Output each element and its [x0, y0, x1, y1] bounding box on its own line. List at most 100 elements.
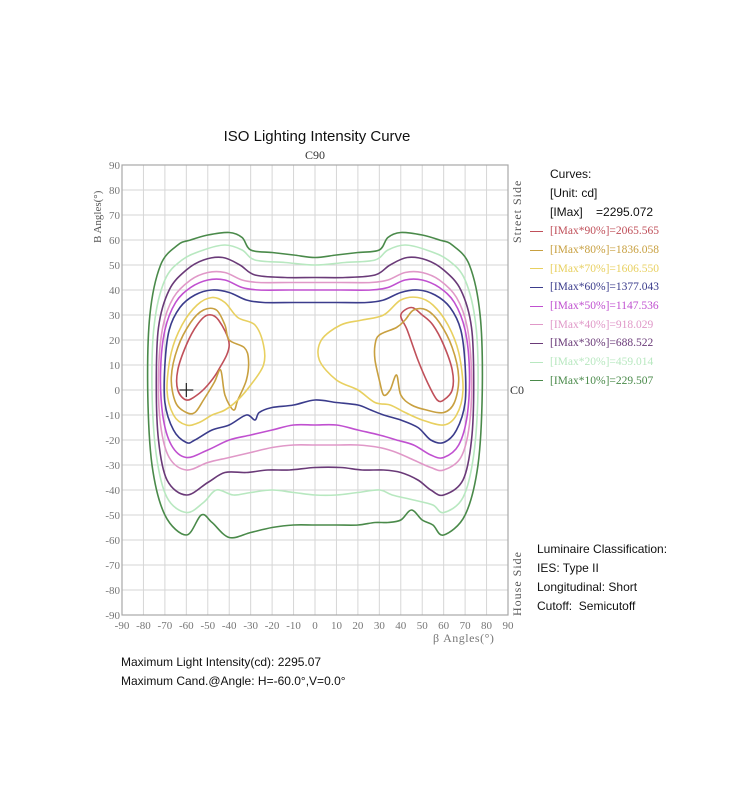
- legend-line-icon: [530, 286, 543, 288]
- contour-70-percent: [166, 296, 266, 427]
- legend-unit: [Unit: cd]: [550, 186, 598, 200]
- legend-item-label: [IMax*40%]=918.029: [550, 318, 654, 331]
- legend-item: [IMax*80%]=1836.058: [530, 241, 659, 260]
- x-tick-label: -30: [243, 620, 258, 632]
- max-angle: Maximum Cand.@Angle: H=-60.0°,V=0.0°: [121, 674, 346, 688]
- y-tick-label: 0: [115, 385, 121, 397]
- y-tick-label: 90: [109, 160, 121, 172]
- contour-10-percent: [146, 231, 484, 539]
- y-tick-label: 50: [109, 260, 121, 272]
- x-tick-label: 60: [438, 620, 450, 632]
- street-side-label: Street Side: [510, 179, 524, 243]
- x-tick-label: -50: [200, 620, 215, 632]
- legend-item: [IMax*10%]=229.507: [530, 372, 659, 391]
- max-info: Maximum Light Intensity(cd): 2295.07 Max…: [121, 653, 346, 691]
- contour-60-percent: [163, 289, 467, 444]
- legend-title: Curves:: [550, 167, 592, 181]
- chart-title: ISO Lighting Intensity Curve: [223, 128, 411, 145]
- legend-item: [IMax*70%]=1606.550: [530, 259, 659, 278]
- x-tick-label: -70: [158, 620, 173, 632]
- y-tick-label: -20: [105, 435, 120, 447]
- y-tick-label: -70: [105, 560, 120, 572]
- y-axis-label: B Angles(°): [92, 190, 104, 243]
- legend-items: [IMax*90%]=2065.565 [IMax*80%]=1836.058 [I…: [530, 222, 659, 390]
- x-tick-label: -90: [115, 620, 130, 632]
- legend-item-label: [IMax*60%]=1377.043: [550, 281, 660, 294]
- iso-contours: [146, 231, 484, 539]
- contour-70-percent: [317, 296, 464, 426]
- x-tick-label: 50: [417, 620, 429, 632]
- legend-line-icon: [530, 268, 543, 270]
- contour-50-percent: [159, 278, 471, 459]
- y-tick-label: 20: [109, 335, 121, 347]
- x-tick-label: 10: [331, 620, 343, 632]
- legend-line-icon: [530, 230, 543, 232]
- legend-imax: [IMax] =2295.072: [550, 205, 654, 219]
- max-intensity: Maximum Light Intensity(cd): 2295.07: [121, 655, 322, 669]
- contour-40-percent: [157, 270, 473, 472]
- x-tick-label: 90: [503, 620, 515, 632]
- axis-ticks: 90 80 70 60 50 40 30 20 10 0 -10 -20 -30 -40 -50 -60 -70…: [105, 160, 514, 632]
- contour-90-percent: [399, 306, 455, 403]
- x-tick-label: -80: [136, 620, 151, 632]
- y-tick-label: 40: [109, 285, 121, 297]
- classification-longitudinal: Longitudinal: Short: [537, 580, 638, 594]
- y-tick-label: -90: [105, 610, 120, 622]
- y-tick-label: 30: [109, 310, 121, 322]
- y-tick-label: -40: [105, 485, 120, 497]
- legend: Curves: [Unit: cd] [IMax] =2295.072 [IMa…: [530, 165, 659, 390]
- legend-item: [IMax*30%]=688.522: [530, 334, 659, 353]
- y-tick-label: -50: [105, 510, 120, 522]
- legend-line-icon: [530, 342, 543, 344]
- x-tick-label: 70: [460, 620, 472, 632]
- legend-item-label: [IMax*50%]=1147.536: [550, 300, 659, 313]
- legend-item: [IMax*40%]=918.029: [530, 315, 659, 334]
- y-tick-label: 60: [109, 235, 121, 247]
- legend-item: [IMax*50%]=1147.536: [530, 297, 659, 316]
- classification-title: Luminaire Classification:: [537, 542, 668, 556]
- x-tick-label: 20: [352, 620, 364, 632]
- y-tick-label: 70: [109, 210, 121, 222]
- contour-30-percent: [155, 256, 475, 497]
- x-tick-label: 40: [395, 620, 407, 632]
- max-point-marker: [179, 383, 194, 397]
- y-tick-label: 10: [109, 360, 121, 372]
- x-tick-label: -10: [286, 620, 301, 632]
- y-tick-label: 80: [109, 185, 121, 197]
- contour-20-percent: [151, 244, 479, 514]
- x-axis-label: β Angles(°): [433, 631, 495, 645]
- legend-item-label: [IMax*70%]=1606.550: [550, 262, 660, 275]
- legend-item-label: [IMax*80%]=1836.058: [550, 244, 660, 257]
- legend-line-icon: [530, 324, 543, 326]
- legend-item-label: [IMax*90%]=2065.565: [550, 225, 660, 238]
- c0-label: C0: [510, 383, 525, 397]
- legend-line-icon: [530, 361, 543, 363]
- luminaire-classification: Luminaire Classification: IES: Type II L…: [537, 540, 667, 616]
- legend-line-icon: [530, 380, 543, 382]
- legend-item: [IMax*60%]=1377.043: [530, 278, 659, 297]
- y-tick-label: -60: [105, 535, 120, 547]
- legend-item-label: [IMax*20%]=459.014: [550, 356, 654, 369]
- x-tick-label: -20: [265, 620, 280, 632]
- plot-grid: [121, 164, 509, 616]
- x-tick-label: 30: [374, 620, 386, 632]
- x-tick-label: -40: [222, 620, 237, 632]
- classification-ies: IES: Type II: [537, 561, 599, 575]
- legend-item-label: [IMax*30%]=688.522: [550, 337, 654, 350]
- legend-line-icon: [530, 305, 543, 307]
- classification-cutoff: Cutoff: Semicutoff: [537, 599, 636, 613]
- contour-80-percent: [170, 307, 250, 415]
- c90-label: C90: [304, 148, 325, 162]
- x-tick-label: 0: [312, 620, 318, 632]
- legend-item-label: [IMax*10%]=229.507: [550, 374, 654, 387]
- x-tick-label: 80: [481, 620, 493, 632]
- legend-line-icon: [530, 249, 543, 251]
- y-tick-label: -30: [105, 460, 120, 472]
- legend-item: [IMax*90%]=2065.565: [530, 222, 659, 241]
- x-tick-label: -60: [179, 620, 194, 632]
- house-side-label: House Side: [510, 551, 524, 616]
- contour-90-percent: [175, 313, 230, 401]
- y-tick-label: -80: [105, 585, 120, 597]
- legend-item: [IMax*20%]=459.014: [530, 353, 659, 372]
